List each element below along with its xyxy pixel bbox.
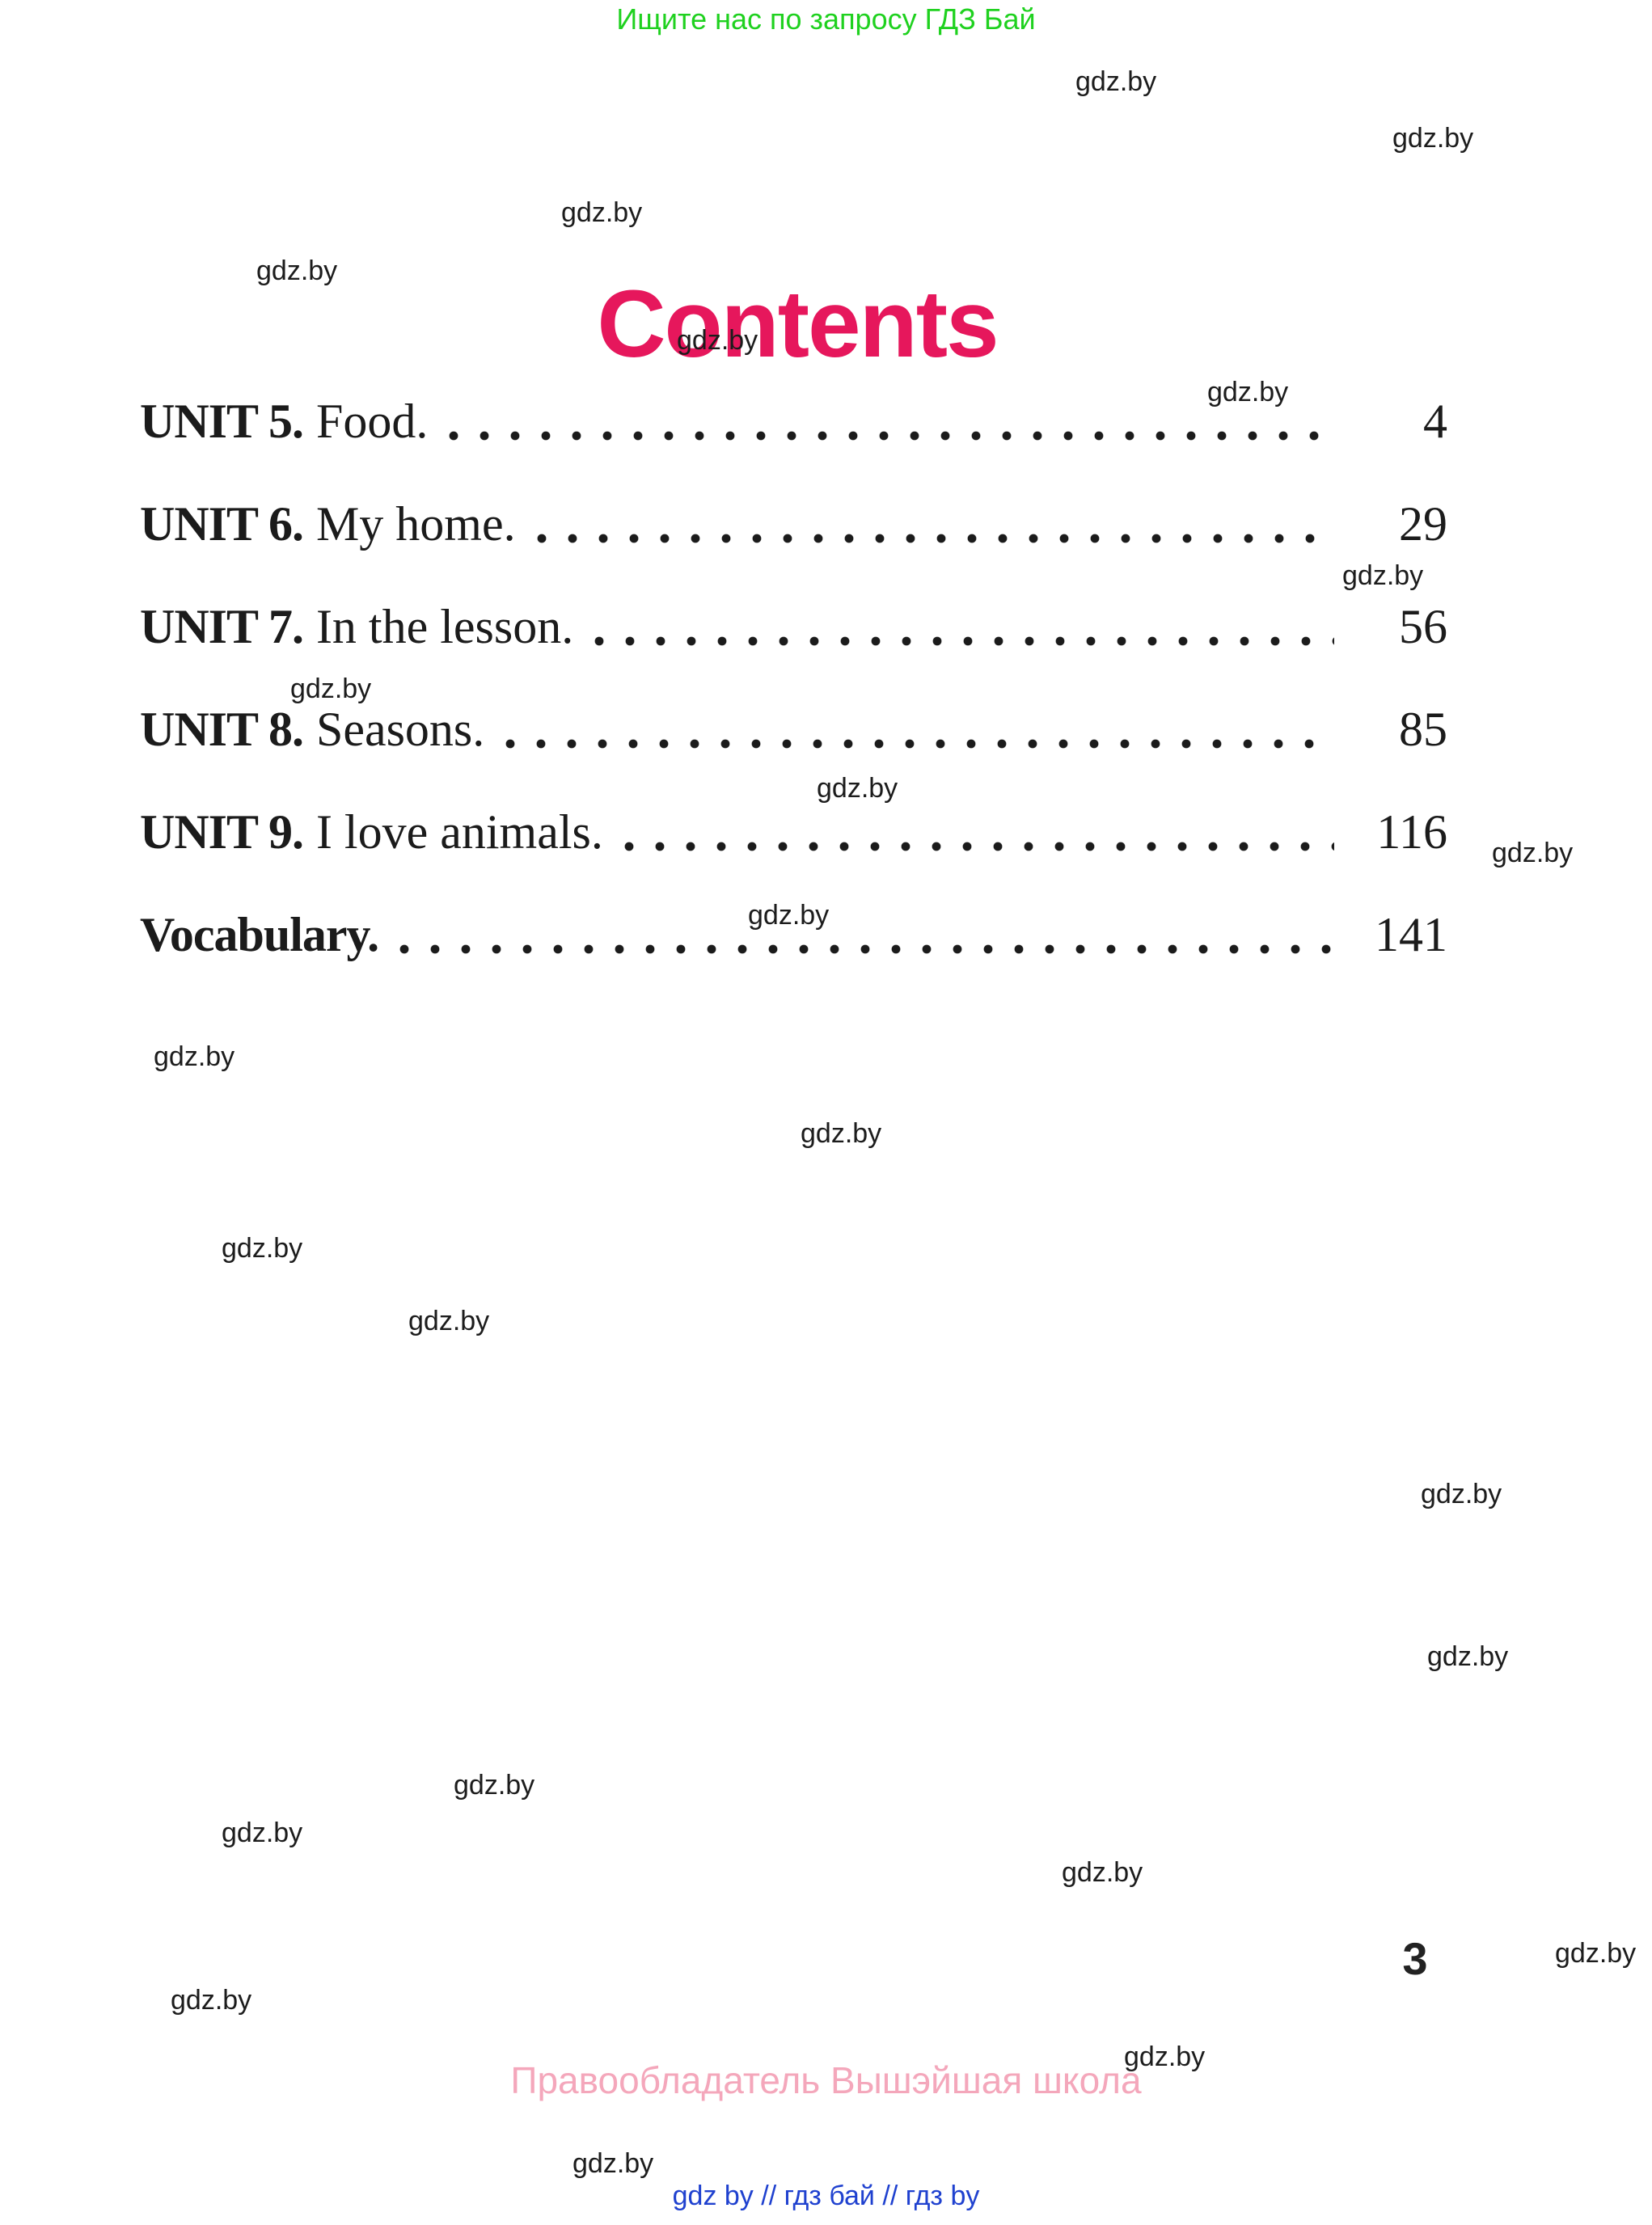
toc-row-unit-6: UNIT 6. My home. 29 (140, 497, 1447, 551)
toc-unit-label: Vocabulary. (140, 908, 379, 961)
watermark-gdz: gdz.by (817, 773, 898, 804)
page-title: Contents (597, 271, 999, 378)
copyright-notice: Правообладатель Вышэйшая школа (510, 2059, 1142, 2101)
toc-unit-title: My home. (315, 497, 516, 551)
watermark-gdz: gdz.by (290, 673, 372, 704)
watermark-gdz: gdz.by (171, 1985, 252, 2016)
toc-unit-label: UNIT 8. (140, 703, 304, 756)
toc-unit-label: UNIT 5. (140, 395, 304, 448)
toc-row-unit-8: UNIT 8. Seasons. 85 (140, 703, 1447, 756)
watermark-gdz: gdz.by (222, 1818, 303, 1848)
dot-leader (449, 430, 1334, 441)
toc-page-number: 4 (1423, 395, 1447, 448)
watermark-gdz: gdz.by (677, 325, 758, 356)
toc-page-number: 85 (1399, 703, 1447, 756)
watermark-gdz: gdz.by (256, 255, 338, 286)
toc-row-unit-9: UNIT 9. I love animals. 116 (140, 805, 1447, 859)
dot-leader (505, 738, 1334, 749)
watermark-gdz: gdz.by (1124, 2041, 1206, 2072)
watermark-gdz: gdz.by (572, 2148, 654, 2179)
watermark-gdz: gdz.by (1392, 123, 1474, 154)
watermark-gdz: gdz.by (748, 900, 830, 931)
watermark-gdz: gdz.by (1062, 1857, 1143, 1888)
toc-page-number: 29 (1399, 497, 1447, 551)
watermark-gdz: gdz.by (222, 1233, 303, 1264)
footer-links: gdz by // гдз бай // гдз by (672, 2181, 980, 2211)
toc-page-number: 116 (1376, 805, 1447, 859)
watermark-gdz: gdz.by (408, 1306, 490, 1336)
watermark-gdz: gdz.by (801, 1118, 882, 1149)
toc-row-unit-5: UNIT 5. Food. 4 (140, 395, 1447, 448)
watermark-gdz: gdz.by (1492, 838, 1574, 868)
watermark-gdz: gdz.by (1555, 1938, 1637, 1969)
page-number: 3 (1402, 1933, 1428, 1984)
toc-page-number: 141 (1375, 908, 1447, 961)
watermark-gdz: gdz.by (154, 1041, 235, 1072)
watermark-gdz: gdz.by (561, 197, 643, 228)
toc-row-vocabulary: Vocabulary. 141 (140, 908, 1447, 961)
watermark-gdz: gdz.by (1427, 1641, 1509, 1672)
watermark-gdz: gdz.by (1421, 1479, 1502, 1509)
toc-unit-title: Seasons. (315, 703, 485, 756)
table-of-contents: UNIT 5. Food. 4 UNIT 6. My home. 29 UNIT… (140, 395, 1447, 1011)
search-promo-banner: Ищите нас по запросу ГДЗ Бай (616, 2, 1036, 36)
watermark-gdz: gdz.by (1075, 66, 1157, 97)
dot-leader (594, 635, 1334, 647)
toc-unit-title: Food. (315, 395, 429, 448)
dot-leader (623, 841, 1334, 852)
toc-row-unit-7: UNIT 7. In the lesson. 56 (140, 600, 1447, 653)
watermark-gdz: gdz.by (1207, 377, 1289, 407)
watermark-gdz: gdz.by (454, 1770, 535, 1801)
dot-leader (536, 533, 1334, 544)
toc-page-number: 56 (1399, 600, 1447, 653)
toc-unit-title: In the lesson. (315, 600, 574, 653)
toc-unit-title: I love animals. (315, 805, 603, 859)
watermark-gdz: gdz.by (1342, 560, 1424, 591)
toc-unit-label: UNIT 7. (140, 600, 304, 653)
toc-unit-label: UNIT 9. (140, 805, 304, 859)
toc-unit-label: UNIT 6. (140, 497, 304, 551)
dot-leader (399, 944, 1334, 955)
